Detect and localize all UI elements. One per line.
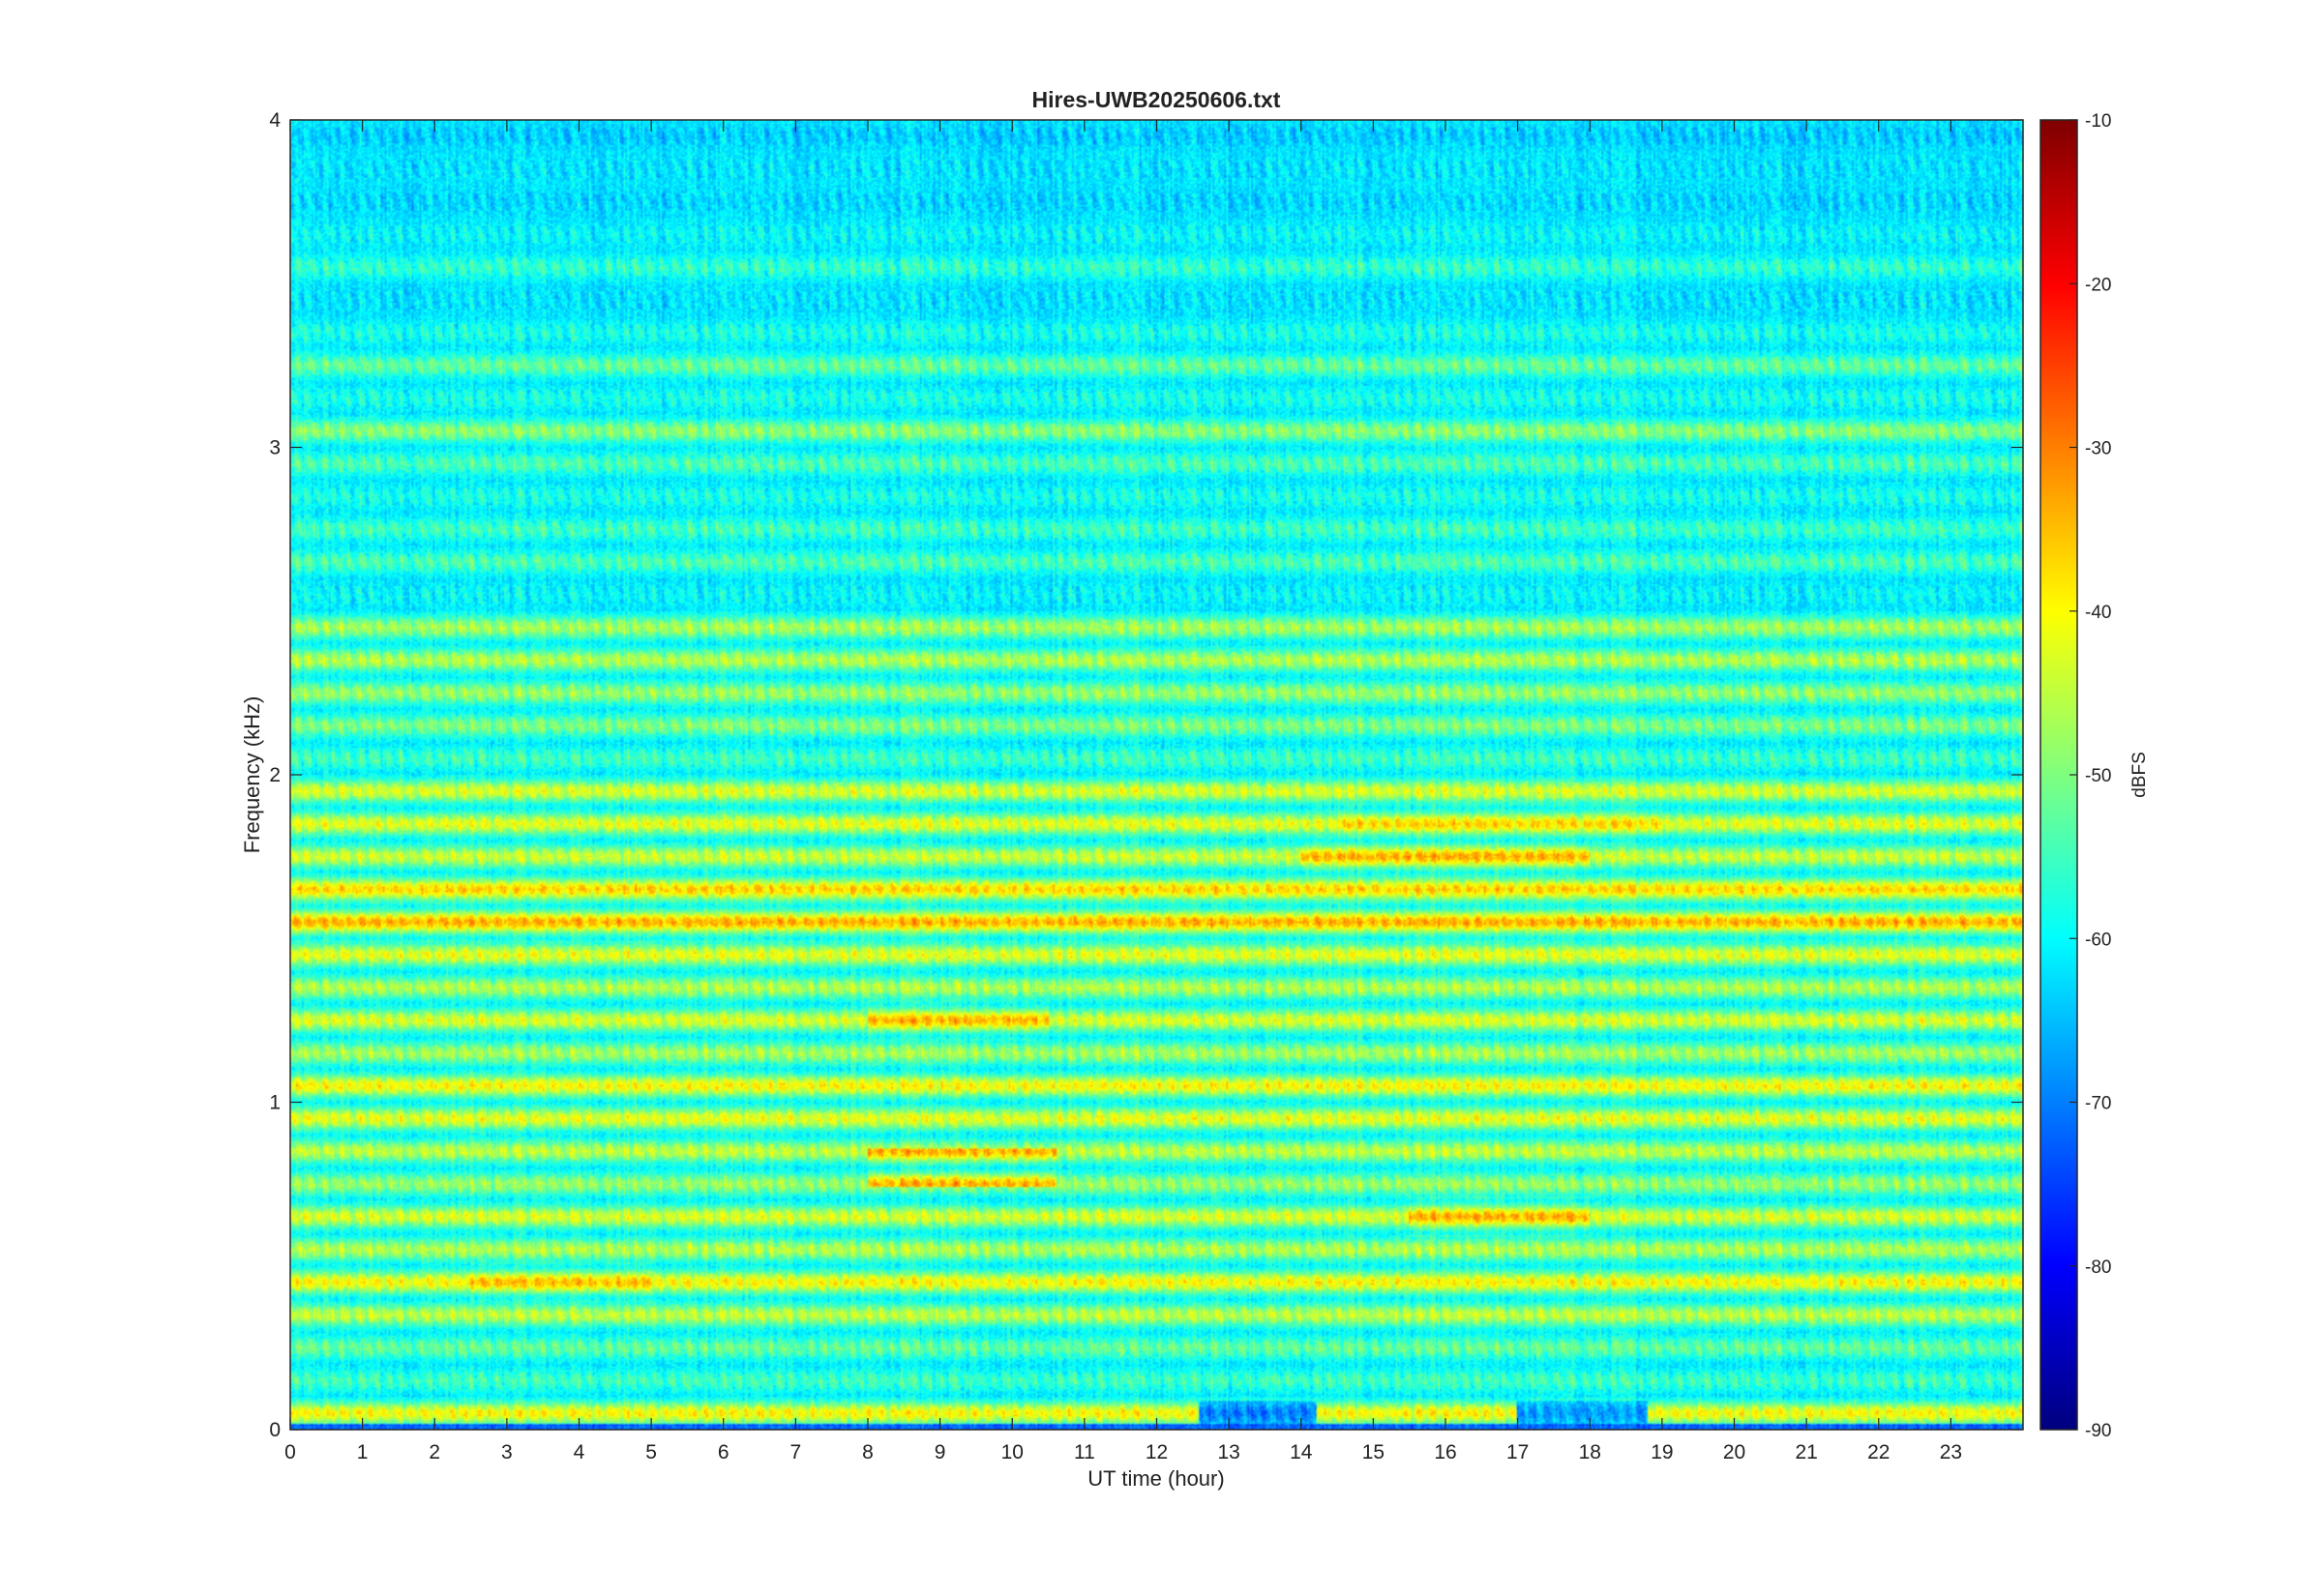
- x-tick-label: 15: [1362, 1441, 1384, 1463]
- x-tick-label: 8: [862, 1441, 874, 1463]
- x-axis-label: UT time (hour): [1087, 1466, 1224, 1491]
- x-tick-label: 5: [645, 1441, 657, 1463]
- y-tick-label: 1: [269, 1092, 281, 1114]
- x-tick-label: 12: [1146, 1441, 1168, 1463]
- x-tick-label: 2: [429, 1441, 440, 1463]
- x-tick-label: 21: [1795, 1441, 1817, 1463]
- colorbar-tick-label: -70: [2085, 1094, 2111, 1114]
- colorbar-tick-label: -10: [2085, 111, 2111, 132]
- y-tick-label: 2: [269, 764, 281, 786]
- x-tick-label: 20: [1723, 1441, 1745, 1463]
- y-axis: 0 1 2 3 4: [269, 109, 2023, 1441]
- x-tick-label: 7: [790, 1441, 802, 1463]
- chart-title: Hires-UWB20250606.txt: [1032, 87, 1281, 112]
- x-tick-label: 19: [1651, 1441, 1673, 1463]
- y-axis-label: Frequency (kHz): [240, 696, 264, 854]
- colorbar-tick-label: -90: [2085, 1421, 2111, 1441]
- x-tick-label: 11: [1074, 1441, 1095, 1463]
- colorbar-tick-label: -50: [2085, 766, 2111, 786]
- colorbar-label: dBFS: [2129, 752, 2150, 798]
- x-tick-label: 1: [357, 1441, 369, 1463]
- x-tick-label: 10: [1001, 1441, 1024, 1463]
- colorbar-tick-label: -20: [2085, 275, 2111, 295]
- x-tick-label: 22: [1867, 1441, 1890, 1463]
- x-tick-label: 16: [1434, 1441, 1456, 1463]
- colorbar-tick-label: -30: [2085, 439, 2111, 459]
- x-tick-label: 13: [1217, 1441, 1239, 1463]
- y-tick-label: 4: [269, 109, 281, 132]
- plot-frame: [289, 119, 2024, 1431]
- spectrogram-image: [290, 120, 2023, 1430]
- y-tick-label: 3: [269, 437, 281, 459]
- x-tick-label: 0: [284, 1441, 296, 1463]
- x-tick-label: 9: [935, 1441, 946, 1463]
- x-tick-label: 4: [574, 1441, 585, 1463]
- x-tick-label: 23: [1940, 1441, 1962, 1463]
- colorbar-frame: [2039, 119, 2078, 1431]
- x-tick-label: 6: [718, 1441, 729, 1463]
- x-tick-label: 3: [501, 1441, 513, 1463]
- colorbar-tick-label: -40: [2085, 603, 2111, 623]
- x-tick-label: 17: [1506, 1441, 1529, 1463]
- x-tick-label: 14: [1290, 1441, 1313, 1463]
- x-axis: 0 1 2 3 4 5 6 7 8 9 10 11 12 13 14 15 16 17 18 19 20 21 22 23: [284, 120, 1962, 1463]
- y-tick-label: 0: [269, 1419, 281, 1441]
- x-tick-label: 18: [1579, 1441, 1601, 1463]
- colorbar-tick-label: -80: [2085, 1257, 2111, 1278]
- colorbar-tick-label: -60: [2085, 930, 2111, 950]
- colorbar-axis: -10 -20 -30 -40 -50 -60 -70 -80 -90: [2069, 111, 2111, 1441]
